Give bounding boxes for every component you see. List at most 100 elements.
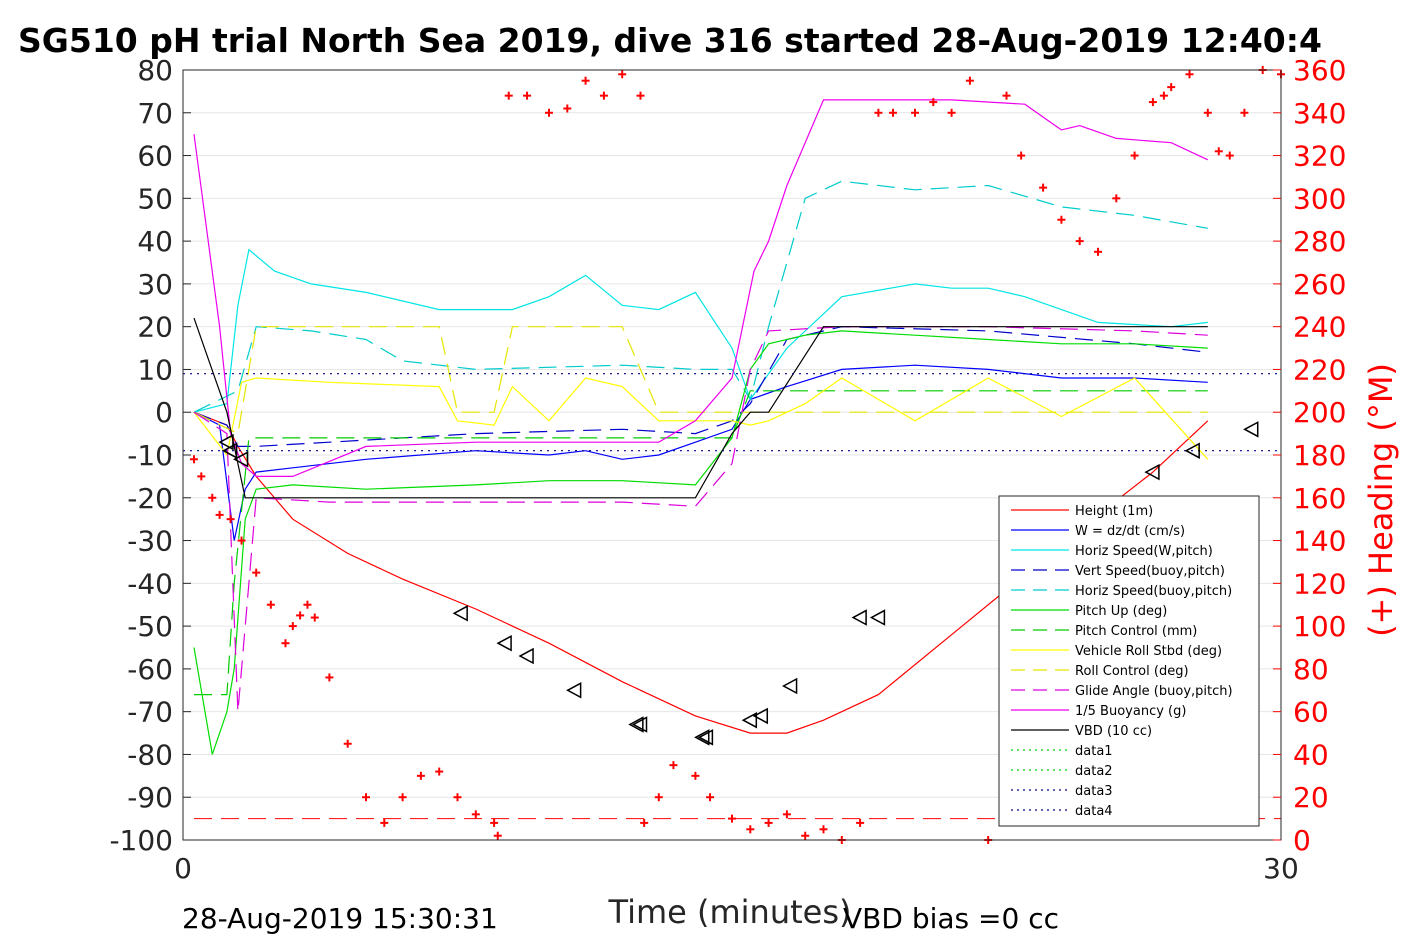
heading-point (1112, 194, 1121, 203)
heading-point (197, 472, 206, 481)
series-line-3 (193, 326, 1208, 447)
y-right-tick-label: 260 (1293, 268, 1346, 301)
heading-point (435, 767, 444, 776)
y-tick-label: 40 (137, 225, 173, 258)
series-line-8 (193, 326, 1208, 435)
y-right-tick-label: 140 (1293, 525, 1346, 558)
heading-point (819, 825, 828, 834)
depth-marker (752, 707, 769, 725)
heading-point (654, 793, 663, 802)
heading-point (453, 793, 462, 802)
x-tick-label: 0 (174, 852, 192, 885)
vbd-bias-footer: VBD bias =0 cc (843, 902, 1059, 935)
depth-marker (1144, 463, 1160, 481)
depth-marker (851, 609, 867, 626)
legend-label: Horiz Speed(W,pitch) (1075, 544, 1213, 559)
heading-point (1240, 108, 1249, 117)
y-tick-label: -60 (127, 653, 173, 686)
timestamp-footer: 28-Aug-2019 15:30:31 (182, 902, 498, 935)
depth-marker (232, 451, 249, 468)
heading-point (303, 600, 312, 609)
y-tick-label: -20 (127, 482, 173, 515)
heading-point (296, 611, 305, 620)
series-line-4 (193, 180, 1208, 413)
legend-label: 1/5 Buoyancy (g) (1075, 704, 1186, 719)
heading-point (1130, 151, 1139, 160)
legend-label: Height (1m) (1075, 504, 1153, 519)
y-tick-label: -70 (127, 696, 173, 729)
x-tick-label: 30 (1263, 852, 1299, 885)
y-right-tick-label: 360 (1293, 54, 1346, 87)
legend-label: W = dz/dt (cm/s) (1075, 524, 1185, 539)
heading-point (1148, 98, 1157, 107)
heading-point (947, 108, 956, 117)
legend-label: data4 (1075, 804, 1113, 819)
heading-point (310, 613, 319, 622)
heading-point (288, 622, 297, 631)
heading-point (874, 108, 883, 117)
legend-label: Roll Control (deg) (1075, 664, 1189, 679)
heading-point (746, 825, 755, 834)
heading-point (1002, 91, 1011, 100)
depth-marker (631, 716, 648, 733)
legend-label: Horiz Speed(buoy,pitch) (1075, 584, 1232, 599)
heading-point (1039, 183, 1048, 192)
legend-label: VBD (10 cc) (1075, 724, 1152, 739)
y-right-tick-label: 280 (1293, 225, 1346, 258)
y-right-tick-label: 340 (1293, 97, 1346, 130)
heading-point (490, 818, 499, 827)
y-axis-right-label: (+) Heading (°M) (1362, 363, 1400, 637)
y-right-tick-label: 100 (1293, 610, 1346, 643)
depth-marker (221, 442, 238, 459)
y-tick-label: 80 (137, 54, 173, 87)
y-right-tick-label: 60 (1293, 696, 1329, 729)
series-line-1 (193, 364, 1208, 541)
y-right-tick-label: 240 (1293, 311, 1346, 344)
heading-point (563, 104, 572, 113)
heading-point (1203, 108, 1212, 117)
series-line-5 (193, 330, 1208, 755)
y-tick-label: 10 (137, 353, 173, 386)
y-tick-label: -10 (127, 439, 173, 472)
heading-point (782, 810, 791, 819)
heading-point (266, 600, 275, 609)
legend-label: Vehicle Roll Stbd (deg) (1075, 644, 1222, 659)
heading-point (1075, 237, 1084, 246)
y-right-tick-label: 300 (1293, 182, 1346, 215)
series-line-2 (193, 248, 1208, 413)
heading-point (416, 771, 425, 780)
heading-point (1057, 215, 1066, 224)
heading-point (856, 818, 865, 827)
depth-marker (781, 677, 798, 695)
heading-point (581, 76, 590, 85)
heading-point (545, 108, 553, 117)
depth-marker (694, 729, 710, 746)
legend-label: Glide Angle (buoy,pitch) (1075, 684, 1233, 699)
y-tick-label: 60 (137, 140, 173, 173)
heading-point (1094, 247, 1102, 256)
heading-point (252, 568, 261, 577)
heading-point (599, 91, 608, 100)
y-tick-label: -40 (127, 567, 173, 600)
y-tick-label: 50 (137, 182, 173, 215)
heading-point (1185, 70, 1194, 79)
heading-point (1017, 151, 1026, 160)
series-line-6 (194, 390, 1208, 696)
heading-point (325, 673, 334, 682)
heading-point (764, 818, 773, 827)
heading-point (618, 70, 627, 79)
heading-point (965, 76, 974, 85)
heading-point (636, 91, 645, 100)
depth-marker (741, 711, 758, 729)
depth-marker (697, 729, 714, 746)
y-right-tick-label: 220 (1293, 353, 1346, 386)
heading-point (1167, 83, 1176, 92)
y-right-tick-label: 180 (1293, 439, 1346, 472)
heading-point (1159, 91, 1168, 100)
y-right-tick-label: 320 (1293, 140, 1346, 173)
heading-point (362, 793, 370, 802)
chart-title: SG510 pH trial North Sea 2019, dive 316 … (18, 21, 1322, 60)
y-right-tick-label: 160 (1293, 482, 1346, 515)
depth-marker (566, 682, 582, 699)
depth-marker (496, 634, 512, 652)
